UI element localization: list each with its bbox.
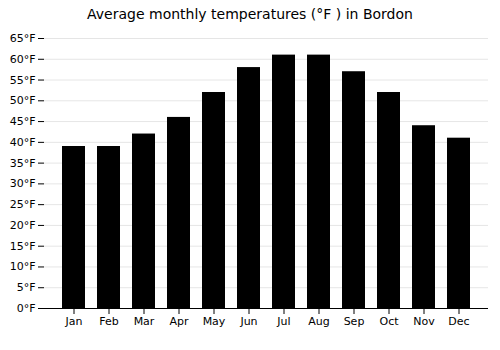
- svg-text:Jun: Jun: [239, 315, 257, 328]
- svg-text:May: May: [203, 315, 226, 328]
- html-text:Average monthly temperatures (: Average monthly temperatures (°F ) in Bo…: [87, 6, 413, 22]
- svg-text:5°F: 5°F: [17, 281, 36, 294]
- svg-text:10°F: 10°F: [10, 260, 36, 273]
- svg-text:60°F: 60°F: [10, 53, 36, 66]
- svg-text:55°F: 55°F: [10, 74, 36, 87]
- svg-text:40°F: 40°F: [10, 136, 36, 149]
- svg-text:Dec: Dec: [448, 315, 469, 328]
- svg-text:65°F: 65°F: [10, 32, 36, 45]
- svg-text:Oct: Oct: [379, 315, 399, 328]
- svg-text:35°F: 35°F: [10, 157, 36, 170]
- svg-text:15°F: 15°F: [10, 240, 36, 253]
- svg-text:Aug: Aug: [308, 315, 329, 328]
- svg-text:25°F: 25°F: [10, 198, 36, 211]
- svg-text:Jan: Jan: [65, 315, 83, 328]
- svg-text:Mar: Mar: [134, 315, 155, 328]
- svg-text:Nov: Nov: [413, 315, 435, 328]
- svg-text:Apr: Apr: [169, 315, 189, 328]
- svg-text:Feb: Feb: [99, 315, 118, 328]
- svg-text:0°F: 0°F: [17, 302, 36, 315]
- svg-text:Jul: Jul: [276, 315, 290, 328]
- svg-text:50°F: 50°F: [10, 94, 36, 107]
- svg-text:30°F: 30°F: [10, 177, 36, 190]
- svg-text:20°F: 20°F: [10, 219, 36, 232]
- svg-text:45°F: 45°F: [10, 115, 36, 128]
- svg-text:Sep: Sep: [344, 315, 365, 328]
